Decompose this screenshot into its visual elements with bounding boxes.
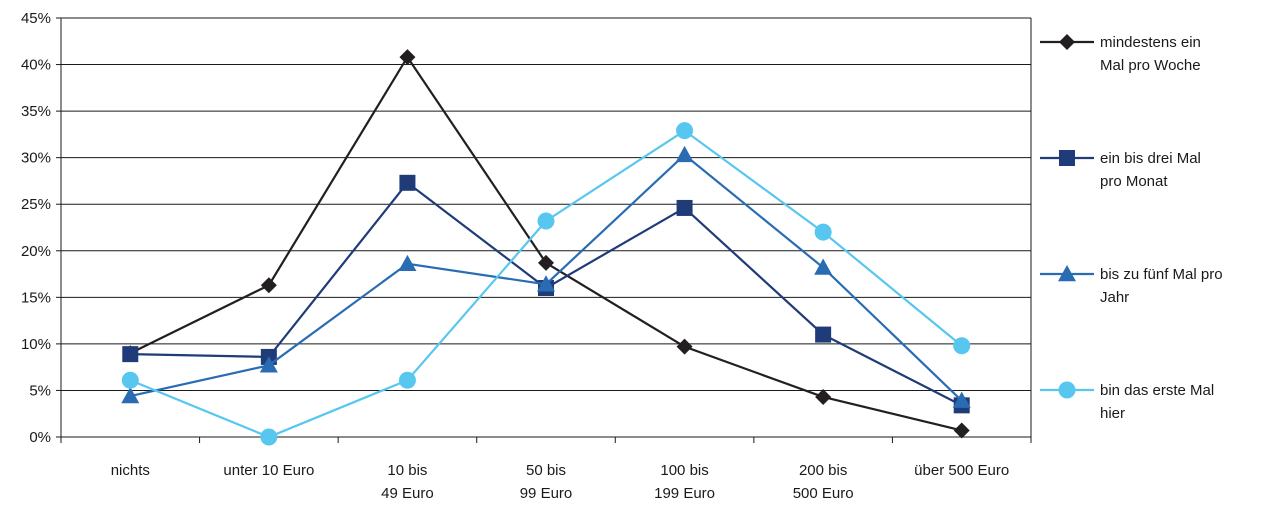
legend-item-3: bis zu fünf Mal pro Jahr <box>1040 265 1223 306</box>
legend-marker <box>1058 381 1076 399</box>
y-tick-label: 0% <box>29 429 51 446</box>
x-tick-label: nichts <box>111 462 150 479</box>
data-point <box>121 387 140 404</box>
x-tick-label: 49 Euro <box>381 485 434 502</box>
data-point <box>952 391 971 408</box>
legend-label: pro Monat <box>1100 173 1168 190</box>
legend-item-4: bin das erste Mal hier <box>1040 381 1214 422</box>
data-point <box>398 371 416 389</box>
legend-item-2: ein bis drei Mal pro Monat <box>1040 150 1201 190</box>
data-point <box>259 356 278 373</box>
data-point <box>953 337 971 355</box>
data-point <box>122 346 139 363</box>
series-3 <box>121 145 971 408</box>
data-point <box>675 145 694 163</box>
y-tick-label: 25% <box>21 196 51 213</box>
y-tick-label: 45% <box>21 10 51 27</box>
data-point <box>815 388 832 405</box>
y-tick-label: 40% <box>21 57 51 74</box>
data-point <box>260 428 278 446</box>
legend-item-1: mindestens ein Mal pro Woche <box>1040 34 1201 74</box>
y-tick-label: 30% <box>21 150 51 167</box>
data-point <box>537 275 555 292</box>
data-point <box>953 422 970 439</box>
x-tick-label: 99 Euro <box>520 485 573 502</box>
legend-label: ein bis drei Mal <box>1100 150 1201 167</box>
axes: 0% 5% 10% 15% 20% 25% 30% 35% 40% 45% nichts unter … <box>21 10 1032 502</box>
x-tick-label: 200 bis <box>799 462 847 479</box>
y-tick-label: 35% <box>21 103 51 120</box>
data-point <box>676 199 693 216</box>
data-point <box>260 277 277 294</box>
x-tick-label: 100 bis <box>660 462 708 479</box>
data-point <box>815 326 832 343</box>
x-tick-label: 199 Euro <box>654 485 715 502</box>
y-tick-label: 10% <box>21 336 51 353</box>
legend-label: bin das erste Mal <box>1100 382 1214 399</box>
legend-label: bis zu fünf Mal pro <box>1100 266 1223 283</box>
legend: mindestens ein Mal pro Woche ein bis drei … <box>1040 34 1223 422</box>
data-point <box>399 174 416 191</box>
data-point <box>538 254 554 271</box>
x-tick-label: 500 Euro <box>793 485 854 502</box>
data-point <box>814 258 833 275</box>
x-tick-label: 10 bis <box>387 462 427 479</box>
y-tick-label: 5% <box>29 382 51 399</box>
x-tick-label: über 500 Euro <box>914 462 1009 479</box>
legend-label: Jahr <box>1100 289 1129 306</box>
series-4 <box>121 122 971 446</box>
data-point <box>676 122 694 140</box>
data-point <box>399 49 416 66</box>
legend-marker <box>1059 34 1075 50</box>
data-point <box>121 371 139 389</box>
y-tick-label: 20% <box>21 243 51 260</box>
series <box>121 49 971 446</box>
x-tick-label: unter 10 Euro <box>223 462 314 479</box>
data-point <box>398 254 417 272</box>
series-1 <box>122 49 970 439</box>
data-point <box>537 212 555 230</box>
data-point <box>814 223 832 241</box>
legend-label: mindestens ein <box>1100 34 1201 51</box>
x-tick-label: 50 bis <box>526 462 566 479</box>
data-point <box>676 338 693 355</box>
legend-label: Mal pro Woche <box>1100 57 1201 74</box>
legend-label: hier <box>1100 405 1125 422</box>
legend-marker <box>1059 150 1075 166</box>
gridlines <box>61 17 1031 391</box>
legend-marker <box>1058 265 1076 282</box>
y-tick-label: 15% <box>21 289 51 306</box>
